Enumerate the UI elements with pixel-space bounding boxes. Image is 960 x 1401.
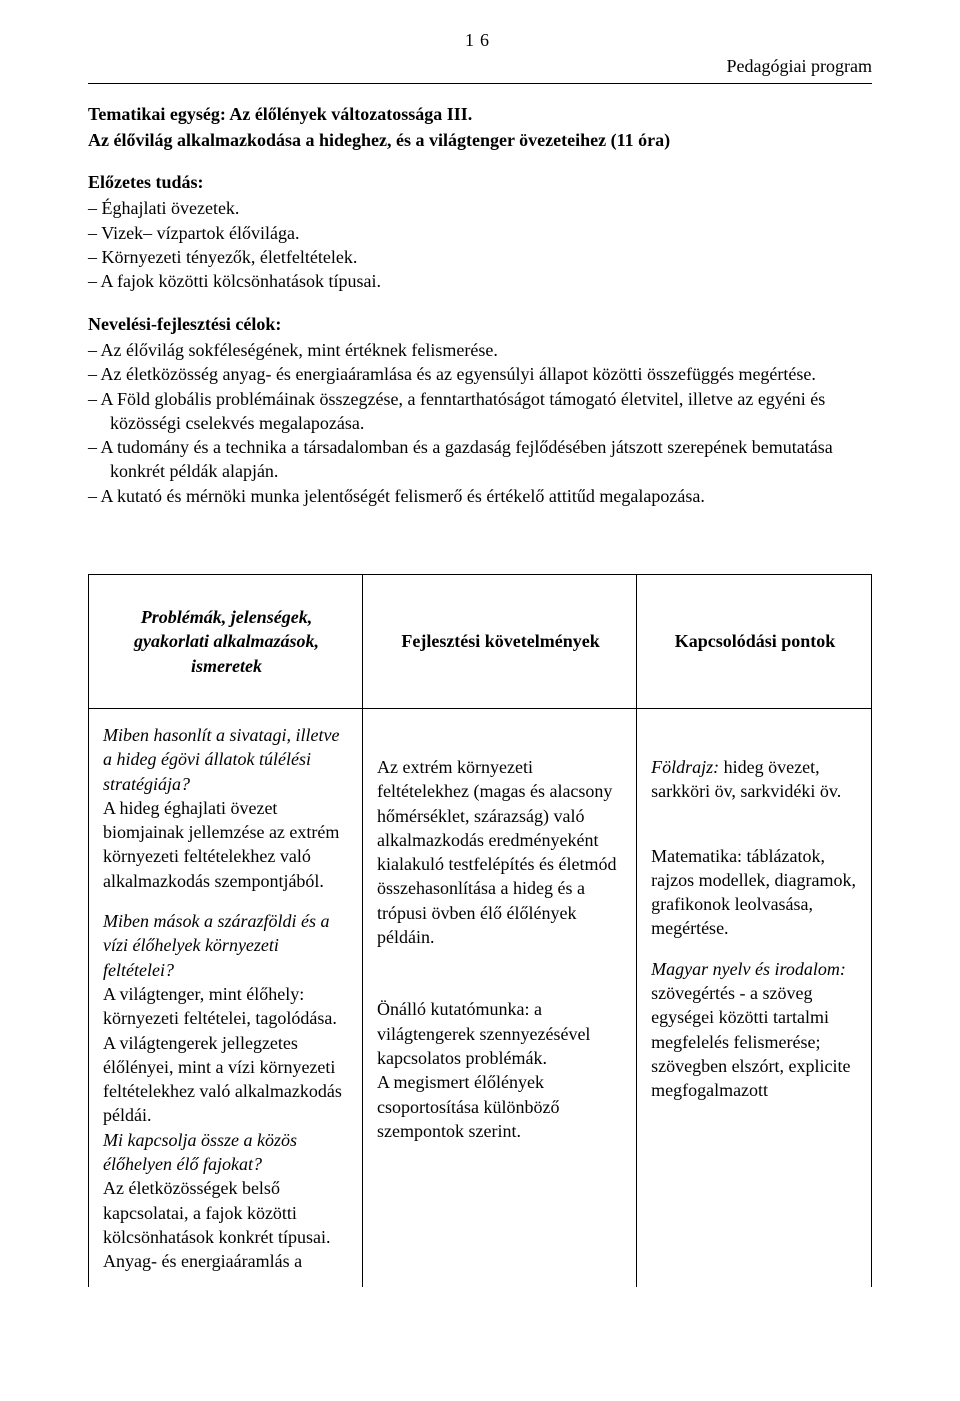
- list-item: A Föld globális problémáinak összegzése,…: [88, 387, 872, 436]
- table-header-col3: Kapcsolódási pontok: [637, 575, 872, 709]
- list-item: Környezeti tényezők, életfeltételek.: [88, 245, 872, 269]
- problem-paragraph: A hideg éghajlati övezet biomjainak jell…: [103, 796, 350, 893]
- list-item: Az élővilág sokféleségének, mint értékne…: [88, 338, 872, 362]
- problem-question: Miben mások a szárazföldi és a vízi élőh…: [103, 909, 350, 982]
- problem-paragraph: A világtengerek jellegzetes élőlényei, m…: [103, 1031, 350, 1128]
- header-text: Problémák, jelenségek,: [141, 607, 312, 627]
- list-item: A tudomány és a technika a társadalomban…: [88, 435, 872, 484]
- connection-paragraph: Magyar nyelv és irodalom: szövegértés - …: [651, 957, 859, 1103]
- list-item: Vizek– vízpartok élővilága.: [88, 221, 872, 245]
- problem-question: Mi kapcsolja össze a közös élőhelyen élő…: [103, 1128, 350, 1177]
- connection-paragraph: Matematika: táblázatok, rajzos modellek,…: [651, 844, 859, 941]
- requirement-paragraph: A megismert élőlények csoportosítása kül…: [377, 1070, 624, 1143]
- table-cell-connections: Földrajz: hideg övezet, sarkköri öv, sar…: [637, 708, 872, 1287]
- thematic-unit-title: Tematikai egység: Az élőlények változato…: [88, 102, 872, 126]
- problem-paragraph: Az életközösségek belső kapcsolatai, a f…: [103, 1176, 350, 1249]
- problem-paragraph: A világtenger, mint élőhely: környezeti …: [103, 982, 350, 1031]
- header-text: gyakorlati alkalmazások,: [134, 631, 319, 651]
- curriculum-table: Problémák, jelenségek, gyakorlati alkalm…: [88, 574, 872, 1287]
- problem-question: Miben hasonlít a sivatagi, illetve a hid…: [103, 723, 350, 796]
- header-title-right: Pedagógiai program: [88, 54, 872, 78]
- requirement-paragraph: Önálló kutatómunka: a világtengerek szen…: [377, 997, 624, 1070]
- requirement-paragraph: Az extrém környezeti feltételekhez (maga…: [377, 755, 624, 949]
- goals-list: Az élővilág sokféleségének, mint értékne…: [88, 338, 872, 508]
- table-cell-problems: Miben hasonlít a sivatagi, illetve a hid…: [89, 708, 363, 1287]
- subject-label: Magyar nyelv és irodalom:: [651, 959, 846, 979]
- prior-knowledge-list: Éghajlati övezetek. Vizek– vízpartok élő…: [88, 196, 872, 293]
- list-item: Az életközösség anyag- és energiaáramlás…: [88, 362, 872, 386]
- connection-text: szövegértés - a szöveg egységei közötti …: [651, 983, 850, 1100]
- table-row: Miben hasonlít a sivatagi, illetve a hid…: [89, 708, 872, 1287]
- list-item: Éghajlati övezetek.: [88, 196, 872, 220]
- list-item: A kutató és mérnöki munka jelentőségét f…: [88, 484, 872, 508]
- page-number: 16: [88, 28, 872, 52]
- table-cell-requirements: Az extrém környezeti feltételekhez (maga…: [363, 708, 637, 1287]
- table-header-col1: Problémák, jelenségek, gyakorlati alkalm…: [89, 575, 363, 709]
- list-item: A fajok közötti kölcsönhatások típusai.: [88, 269, 872, 293]
- table-header-col2: Fejlesztési követelmények: [363, 575, 637, 709]
- header-text: ismeretek: [191, 656, 262, 676]
- problem-paragraph: Anyag- és energiaáramlás a: [103, 1249, 350, 1273]
- goals-label: Nevelési-fejlesztési célok:: [88, 312, 872, 336]
- connection-paragraph: Földrajz: hideg övezet, sarkköri öv, sar…: [651, 755, 859, 804]
- header-divider: [88, 83, 872, 84]
- prior-knowledge-label: Előzetes tudás:: [88, 170, 872, 194]
- thematic-unit-subtitle: Az élővilág alkalmazkodása a hideghez, é…: [88, 128, 872, 152]
- subject-label: Földrajz:: [651, 757, 719, 777]
